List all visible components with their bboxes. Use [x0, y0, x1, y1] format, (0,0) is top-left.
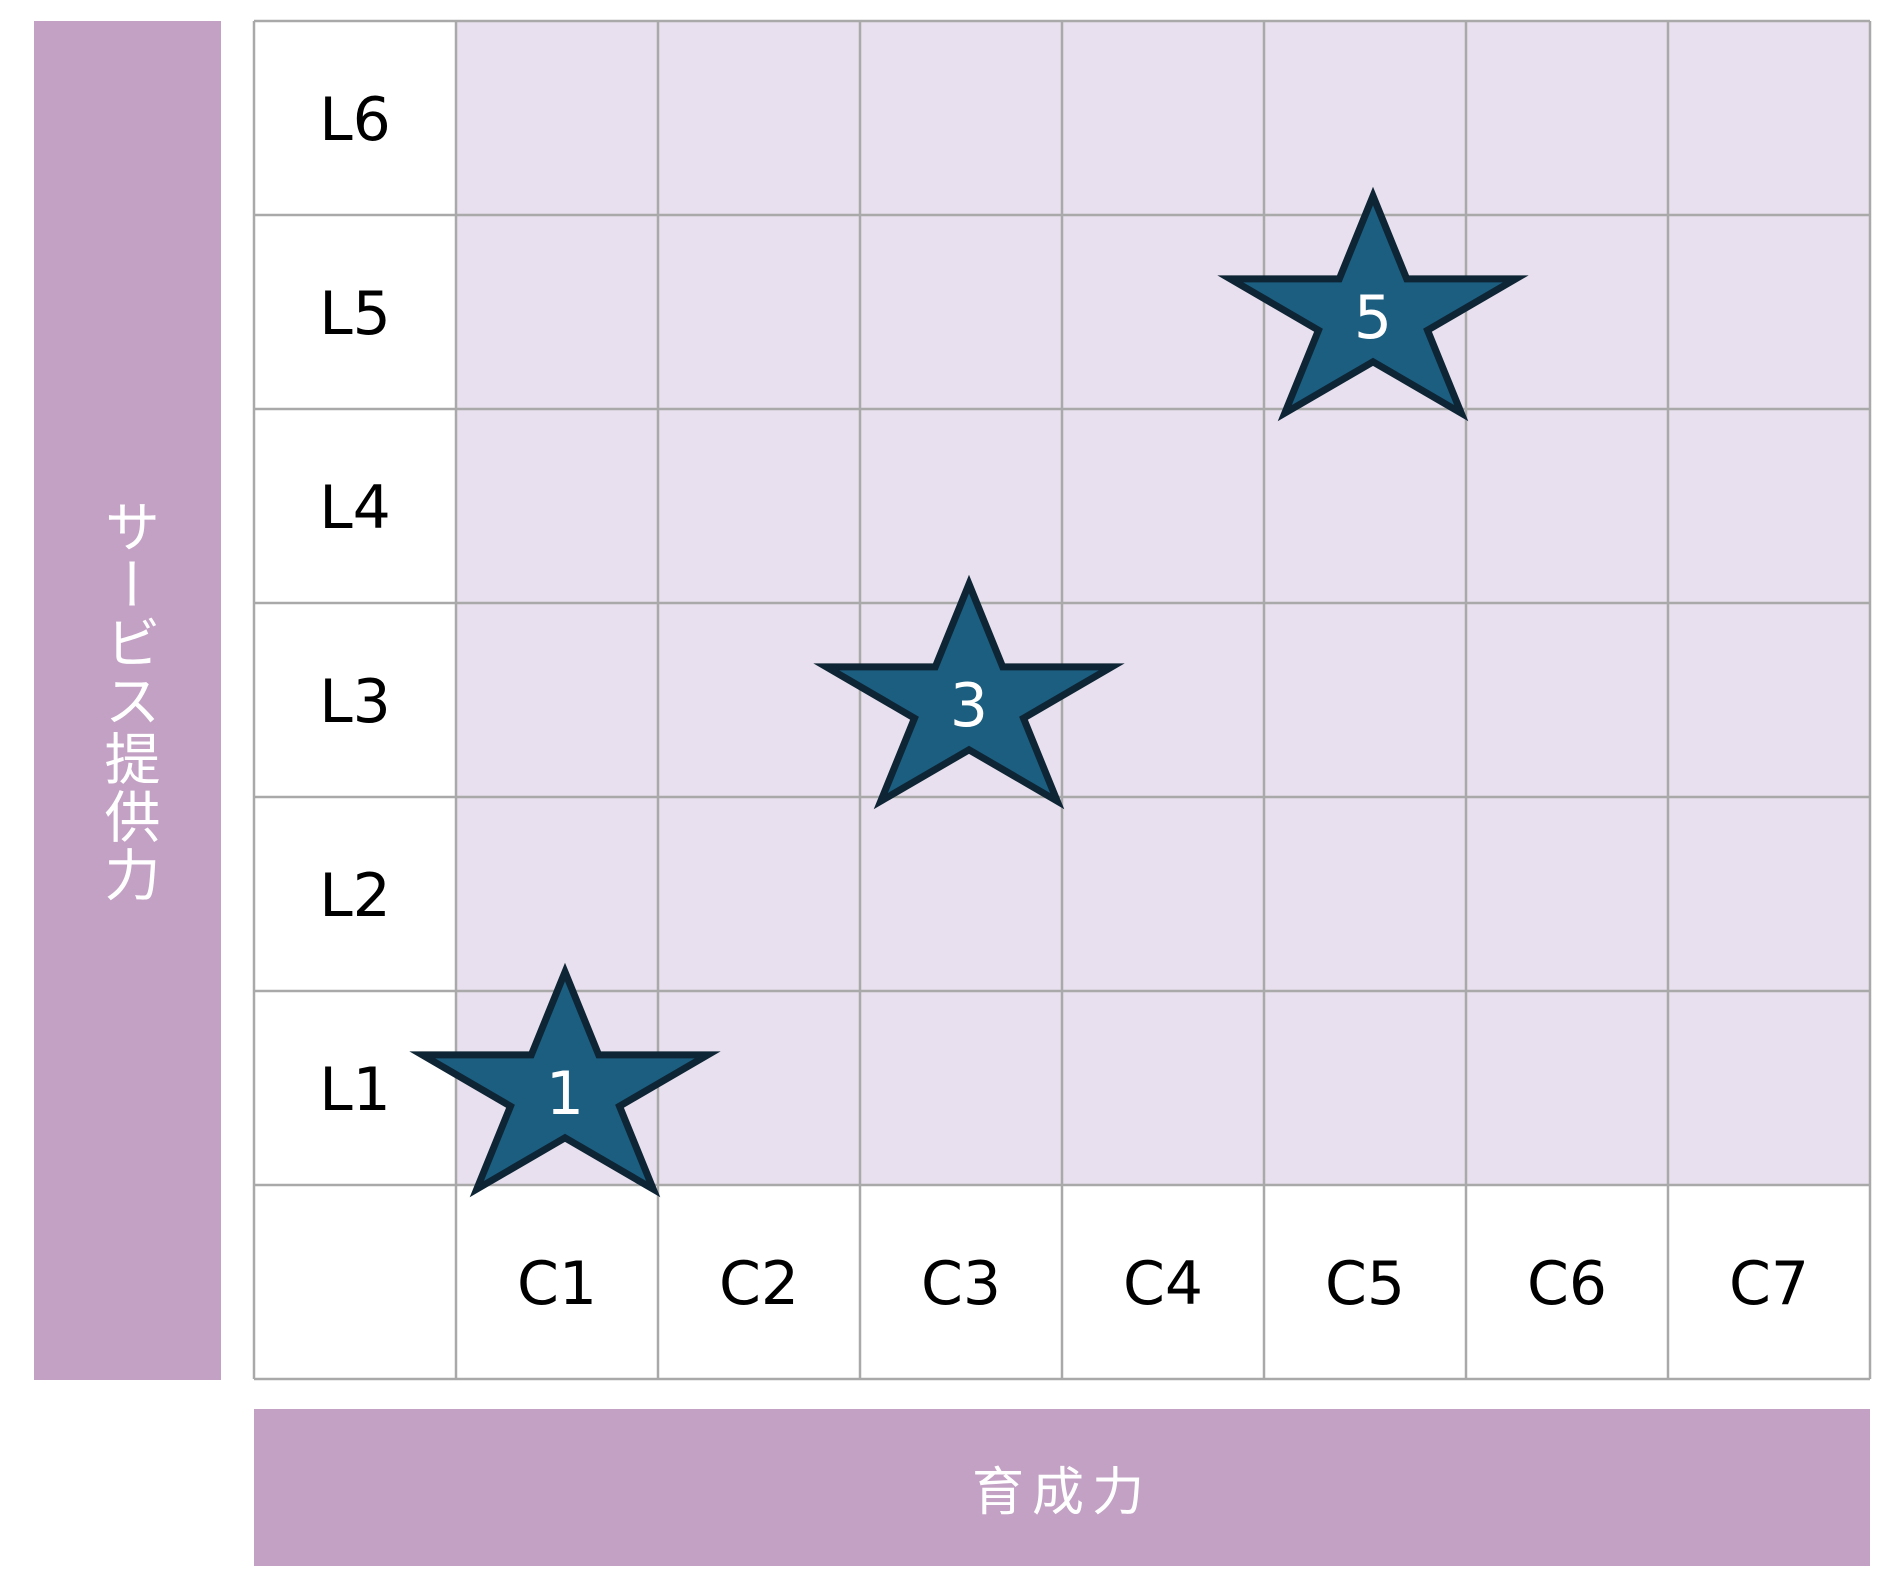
grid-cell	[1466, 991, 1668, 1185]
star-marker-icon	[1217, 186, 1529, 422]
grid-cell	[1062, 797, 1264, 991]
grid-cell	[1062, 215, 1264, 409]
star-marker-label: 1	[546, 1059, 584, 1129]
grid-cell	[1062, 409, 1264, 603]
grid-cell	[1668, 21, 1870, 215]
star-marker-icon	[409, 962, 721, 1198]
grid-cell	[658, 603, 860, 797]
grid-cell	[1668, 409, 1870, 603]
x-tick-label: C2	[719, 1249, 799, 1319]
x-axis-band: 育成力	[254, 1409, 1870, 1566]
grid-cell	[1466, 215, 1668, 409]
y-tick-label: L4	[319, 473, 391, 543]
grid-cell	[1264, 603, 1466, 797]
x-tick-label: C7	[1729, 1249, 1809, 1319]
grid-cell	[658, 409, 860, 603]
y-tick-label: L3	[319, 667, 391, 737]
grid-cell	[658, 21, 860, 215]
grid-cell	[1466, 603, 1668, 797]
y-axis-label: サービス提供力	[95, 497, 160, 904]
grid-cell	[1062, 603, 1264, 797]
grid-cell	[1062, 991, 1264, 1185]
grid-cell	[1062, 21, 1264, 215]
grid-cell	[1264, 991, 1466, 1185]
grid-cell	[1668, 603, 1870, 797]
grid-cell	[1264, 797, 1466, 991]
grid-cell	[456, 409, 658, 603]
grid-cell	[860, 991, 1062, 1185]
x-axis-label: 育成力	[971, 1463, 1152, 1523]
grid-cell	[860, 409, 1062, 603]
grid-cell	[1264, 409, 1466, 603]
grid-cell	[1466, 797, 1668, 991]
grid-cell	[1264, 21, 1466, 215]
x-tick-label: C3	[921, 1249, 1001, 1319]
grid-cell	[860, 215, 1062, 409]
grid-cell	[1466, 21, 1668, 215]
y-axis-band: サービス提供力	[34, 21, 221, 1380]
y-tick-label: L5	[319, 279, 391, 349]
grid-cell	[1466, 409, 1668, 603]
star-marker-label: 5	[1354, 283, 1392, 353]
y-tick-label: L1	[319, 1055, 391, 1125]
grid-cell	[456, 21, 658, 215]
grid-cell	[456, 797, 658, 991]
grid-cell	[456, 603, 658, 797]
star-marker-label: 3	[950, 671, 988, 741]
grid-cell	[658, 215, 860, 409]
y-tick-label: L6	[319, 85, 391, 155]
y-tick-label: L2	[319, 861, 391, 931]
grid-cell	[860, 797, 1062, 991]
x-tick-label: C1	[517, 1249, 597, 1319]
grid-cell	[456, 215, 658, 409]
grid-cell	[1668, 215, 1870, 409]
grid-cell	[1668, 991, 1870, 1185]
star-marker-icon	[813, 574, 1125, 810]
grid-cell	[860, 21, 1062, 215]
x-tick-label: C5	[1325, 1249, 1405, 1319]
grid-cell	[658, 991, 860, 1185]
grid-cell	[1668, 797, 1870, 991]
x-tick-label: C6	[1527, 1249, 1607, 1319]
grid-cell	[658, 797, 860, 991]
x-tick-label: C4	[1123, 1249, 1203, 1319]
